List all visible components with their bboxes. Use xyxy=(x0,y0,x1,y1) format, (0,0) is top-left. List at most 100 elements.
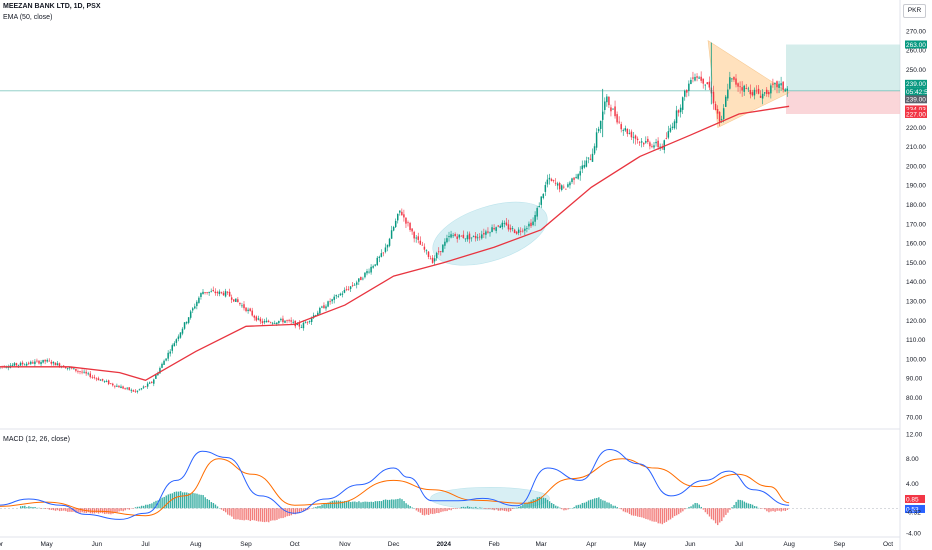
candle-body xyxy=(136,390,139,392)
candle-body xyxy=(444,241,446,246)
candle-body xyxy=(288,320,290,321)
candle-body xyxy=(464,238,467,240)
candle-body xyxy=(561,185,563,190)
candle-body xyxy=(196,301,198,307)
candle-body xyxy=(782,81,784,90)
candle-body xyxy=(167,352,169,359)
candle-body xyxy=(485,231,487,235)
price-tick-label: 90.00 xyxy=(906,376,923,383)
histogram-bar xyxy=(345,500,348,509)
candle-body xyxy=(105,381,108,382)
candle-body xyxy=(341,293,344,295)
candle-body xyxy=(528,223,530,227)
candle-body xyxy=(634,135,637,139)
histogram-bar xyxy=(552,504,555,509)
candle-body xyxy=(337,296,340,298)
candle-body xyxy=(681,97,684,110)
candle-body xyxy=(64,367,67,369)
histogram-bar xyxy=(405,503,407,509)
histogram-bar xyxy=(343,500,346,509)
histogram-bar xyxy=(464,507,467,509)
candle-body xyxy=(308,321,311,322)
candle-body xyxy=(448,236,450,238)
histogram-bar xyxy=(313,507,315,509)
candle-body xyxy=(753,89,756,96)
candle-body xyxy=(493,228,495,230)
candle-body xyxy=(89,373,91,378)
price-badge-label: 239.00 xyxy=(906,81,926,88)
histogram-bar xyxy=(30,506,32,509)
candle-body xyxy=(565,188,567,190)
histogram-bar xyxy=(231,508,233,517)
histogram-bar xyxy=(358,501,360,509)
candle-body xyxy=(401,211,403,216)
candle-body xyxy=(671,126,674,128)
candle-body xyxy=(403,214,405,218)
candle-body xyxy=(688,83,690,91)
histogram-bar xyxy=(366,501,368,509)
candle-body xyxy=(540,196,542,205)
candle-body xyxy=(13,363,16,366)
histogram-bar xyxy=(276,508,278,520)
histogram-bar xyxy=(518,506,520,509)
price-tick-label: 250.00 xyxy=(906,67,926,74)
histogram-bar xyxy=(559,507,561,509)
histogram-bar xyxy=(528,501,530,509)
macd-tick-label: 4.00 xyxy=(906,481,919,488)
candle-body xyxy=(739,86,741,88)
candle-body xyxy=(421,244,424,246)
histogram-bar xyxy=(604,500,606,509)
candle-body xyxy=(774,83,776,85)
candle-body xyxy=(216,292,219,294)
candle-body xyxy=(269,322,272,324)
candle-body xyxy=(79,371,81,373)
histogram-bar xyxy=(649,508,651,521)
histogram-bar xyxy=(300,508,303,512)
histogram-bar xyxy=(489,508,491,510)
candle-body xyxy=(534,215,536,222)
histogram-bar xyxy=(645,508,647,520)
candle-body xyxy=(243,304,245,309)
candle-body xyxy=(23,364,26,366)
candle-body xyxy=(335,295,337,297)
histogram-bar xyxy=(239,508,241,520)
histogram-bar xyxy=(101,508,104,514)
histogram-bar xyxy=(546,499,549,509)
time-tick-label: Jun xyxy=(92,541,103,548)
candle-body xyxy=(761,93,764,99)
histogram-bar xyxy=(657,508,659,524)
candle-body xyxy=(157,372,159,376)
histogram-bar xyxy=(700,506,702,509)
candle-body xyxy=(130,389,132,391)
candle-body xyxy=(376,257,378,266)
candle-body xyxy=(267,320,270,323)
histogram-bar xyxy=(766,508,768,512)
histogram-bar xyxy=(179,491,182,509)
histogram-bar xyxy=(452,508,454,509)
histogram-bar xyxy=(731,507,733,509)
candle-body xyxy=(503,223,506,225)
candle-body xyxy=(290,320,292,322)
candle-body xyxy=(122,386,124,389)
candle-body xyxy=(411,228,413,232)
candle-body xyxy=(692,77,694,79)
candle-body xyxy=(140,388,143,390)
candle-body xyxy=(517,229,520,233)
histogram-bar xyxy=(786,508,789,510)
histogram-bar xyxy=(511,508,514,509)
histogram-bar xyxy=(142,505,145,509)
histogram-bar xyxy=(26,507,28,509)
histogram-bar xyxy=(548,501,551,509)
candle-body xyxy=(556,183,559,186)
price-badge xyxy=(905,95,927,104)
histogram-bar xyxy=(224,508,227,513)
candle-body xyxy=(321,306,323,308)
histogram-bar xyxy=(364,501,366,509)
candle-body xyxy=(374,264,376,266)
candle-body xyxy=(686,90,688,93)
currency-button[interactable]: PKR xyxy=(903,4,926,18)
histogram-bar xyxy=(567,508,569,510)
histogram-bar xyxy=(372,502,374,509)
histogram-bar xyxy=(376,501,379,509)
